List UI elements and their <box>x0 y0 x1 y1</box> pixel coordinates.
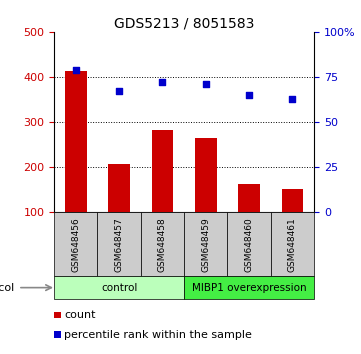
Text: protocol: protocol <box>0 282 14 293</box>
Point <box>246 92 252 98</box>
Title: GDS5213 / 8051583: GDS5213 / 8051583 <box>114 17 254 31</box>
Text: MIBP1 overexpression: MIBP1 overexpression <box>192 282 306 293</box>
Point <box>290 96 295 102</box>
Point <box>160 80 165 85</box>
Text: GSM648456: GSM648456 <box>71 217 80 272</box>
Text: GSM648461: GSM648461 <box>288 217 297 272</box>
Bar <box>238 184 260 212</box>
Text: control: control <box>101 282 137 293</box>
Bar <box>195 138 217 212</box>
Bar <box>152 130 173 212</box>
Text: GSM648457: GSM648457 <box>115 217 123 272</box>
Bar <box>108 164 130 212</box>
Point <box>203 81 209 87</box>
Point <box>73 67 79 73</box>
Text: GSM648460: GSM648460 <box>245 217 253 272</box>
Bar <box>282 189 303 212</box>
Text: count: count <box>64 310 96 320</box>
Bar <box>65 71 87 212</box>
Text: GSM648458: GSM648458 <box>158 217 167 272</box>
Text: percentile rank within the sample: percentile rank within the sample <box>64 330 252 339</box>
Point <box>116 88 122 94</box>
Text: GSM648459: GSM648459 <box>201 217 210 272</box>
